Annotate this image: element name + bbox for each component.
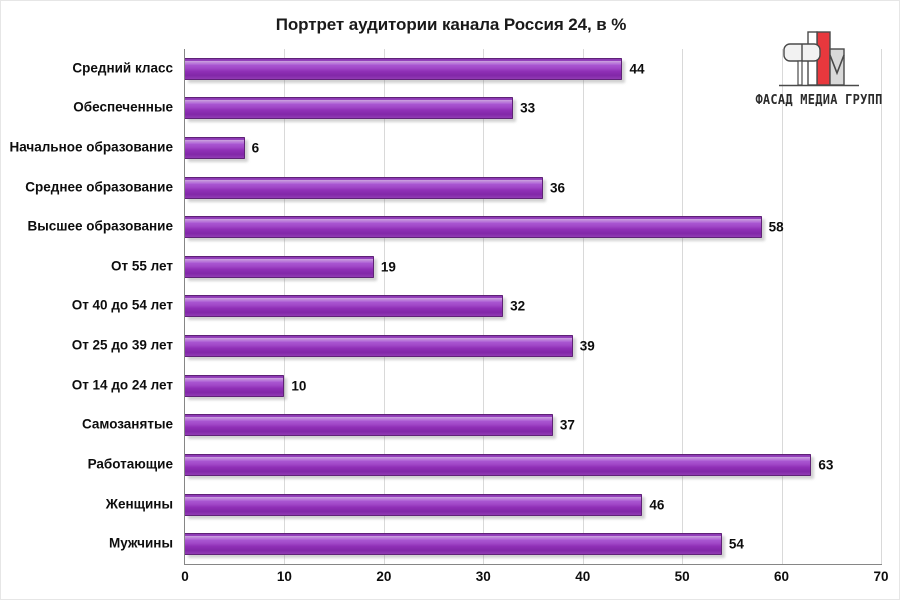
x-axis-tick-label: 50 xyxy=(674,569,690,584)
bar-value-label: 58 xyxy=(768,219,784,235)
category-label: Среднее образование xyxy=(25,179,173,195)
bar[interactable] xyxy=(185,216,762,239)
plot-area: Средний класс 44 Обеспеченные 33 Начальное о… xyxy=(9,49,882,564)
bar[interactable] xyxy=(185,533,722,556)
category-label: От 25 до 39 лет xyxy=(71,337,173,353)
category-label: Женщины xyxy=(105,496,173,512)
chart-row: От 40 до 54 лет 32 xyxy=(72,287,881,327)
category-label: Высшее образование xyxy=(27,218,173,234)
x-axis-tick-label: 60 xyxy=(774,569,790,584)
bar[interactable] xyxy=(185,374,285,397)
bar-value-label: 32 xyxy=(510,298,526,314)
chart-title: Портрет аудитории канала Россия 24, в % xyxy=(275,15,627,34)
brand-logo-text: ФАСАД МЕДИА ГРУПП xyxy=(755,93,883,108)
bar-value-label: 46 xyxy=(649,497,665,513)
x-axis-tick-label: 30 xyxy=(475,569,491,584)
chart-row: Женщины 46 xyxy=(106,485,881,525)
bar-value-label: 19 xyxy=(380,259,396,275)
bar[interactable] xyxy=(185,335,573,358)
bar[interactable] xyxy=(185,137,245,160)
x-axis-line xyxy=(184,564,882,565)
chart-row: Мужчины 54 xyxy=(109,524,881,564)
chart-row: От 55 лет 19 xyxy=(111,247,881,287)
brand-logo: ФАСАД МЕДИА ГРУПП xyxy=(743,29,895,125)
bar-value-label: 39 xyxy=(579,338,595,354)
chart-row: От 25 до 39 лет 39 xyxy=(72,326,881,366)
bar[interactable] xyxy=(185,414,553,437)
fm-building-mark-icon xyxy=(779,31,859,87)
chart-row: Работающие 63 xyxy=(88,445,881,485)
x-axis-tick-label: 0 xyxy=(181,569,189,584)
gridline xyxy=(582,49,584,564)
category-label: От 55 лет xyxy=(111,258,173,274)
y-axis-line xyxy=(184,49,185,565)
bar-value-label: 33 xyxy=(520,100,536,116)
chart-row: Средний класс 44 xyxy=(72,49,881,89)
bar-value-label: 36 xyxy=(549,180,565,196)
x-axis-tick-label: 20 xyxy=(376,569,392,584)
category-label: Обеспеченные xyxy=(73,99,173,115)
bar-value-label: 37 xyxy=(559,417,575,433)
x-axis-tick-label: 70 xyxy=(873,569,889,584)
bar[interactable] xyxy=(185,176,543,199)
category-label: Работающие xyxy=(87,456,173,472)
chart-row: Среднее образование 36 xyxy=(25,168,881,208)
bar-value-label: 63 xyxy=(818,457,834,473)
gridline xyxy=(781,49,783,564)
bar-value-label: 44 xyxy=(629,61,645,77)
gridline xyxy=(682,49,684,564)
bar[interactable] xyxy=(185,255,374,278)
bar-value-label: 54 xyxy=(728,536,744,552)
bar[interactable] xyxy=(185,453,812,476)
chart-row: Обеспеченные 33 xyxy=(73,89,881,129)
category-label: От 40 до 54 лет xyxy=(71,298,173,314)
x-axis-tick-label: 40 xyxy=(575,569,591,584)
chart-row: От 14 до 24 лет 10 xyxy=(72,366,881,406)
bar[interactable] xyxy=(185,57,623,80)
x-axis-tick-label: 10 xyxy=(276,569,292,584)
gridline xyxy=(881,49,882,564)
category-label: Начальное образование xyxy=(9,139,173,155)
bar[interactable] xyxy=(185,295,504,318)
category-label: Мужчины xyxy=(109,535,173,551)
chart-row: Самозанятые 37 xyxy=(82,406,881,446)
category-label: Самозанятые xyxy=(81,416,173,432)
bar[interactable] xyxy=(185,97,514,120)
category-label: От 14 до 24 лет xyxy=(71,377,173,393)
bar-value-label: 6 xyxy=(251,140,260,156)
bar[interactable] xyxy=(185,493,643,516)
bar-value-label: 10 xyxy=(291,378,307,394)
chart-row: Начальное образование 6 xyxy=(9,128,881,168)
chart-row: Высшее образование 58 xyxy=(27,207,881,247)
category-label: Средний класс xyxy=(72,60,173,76)
